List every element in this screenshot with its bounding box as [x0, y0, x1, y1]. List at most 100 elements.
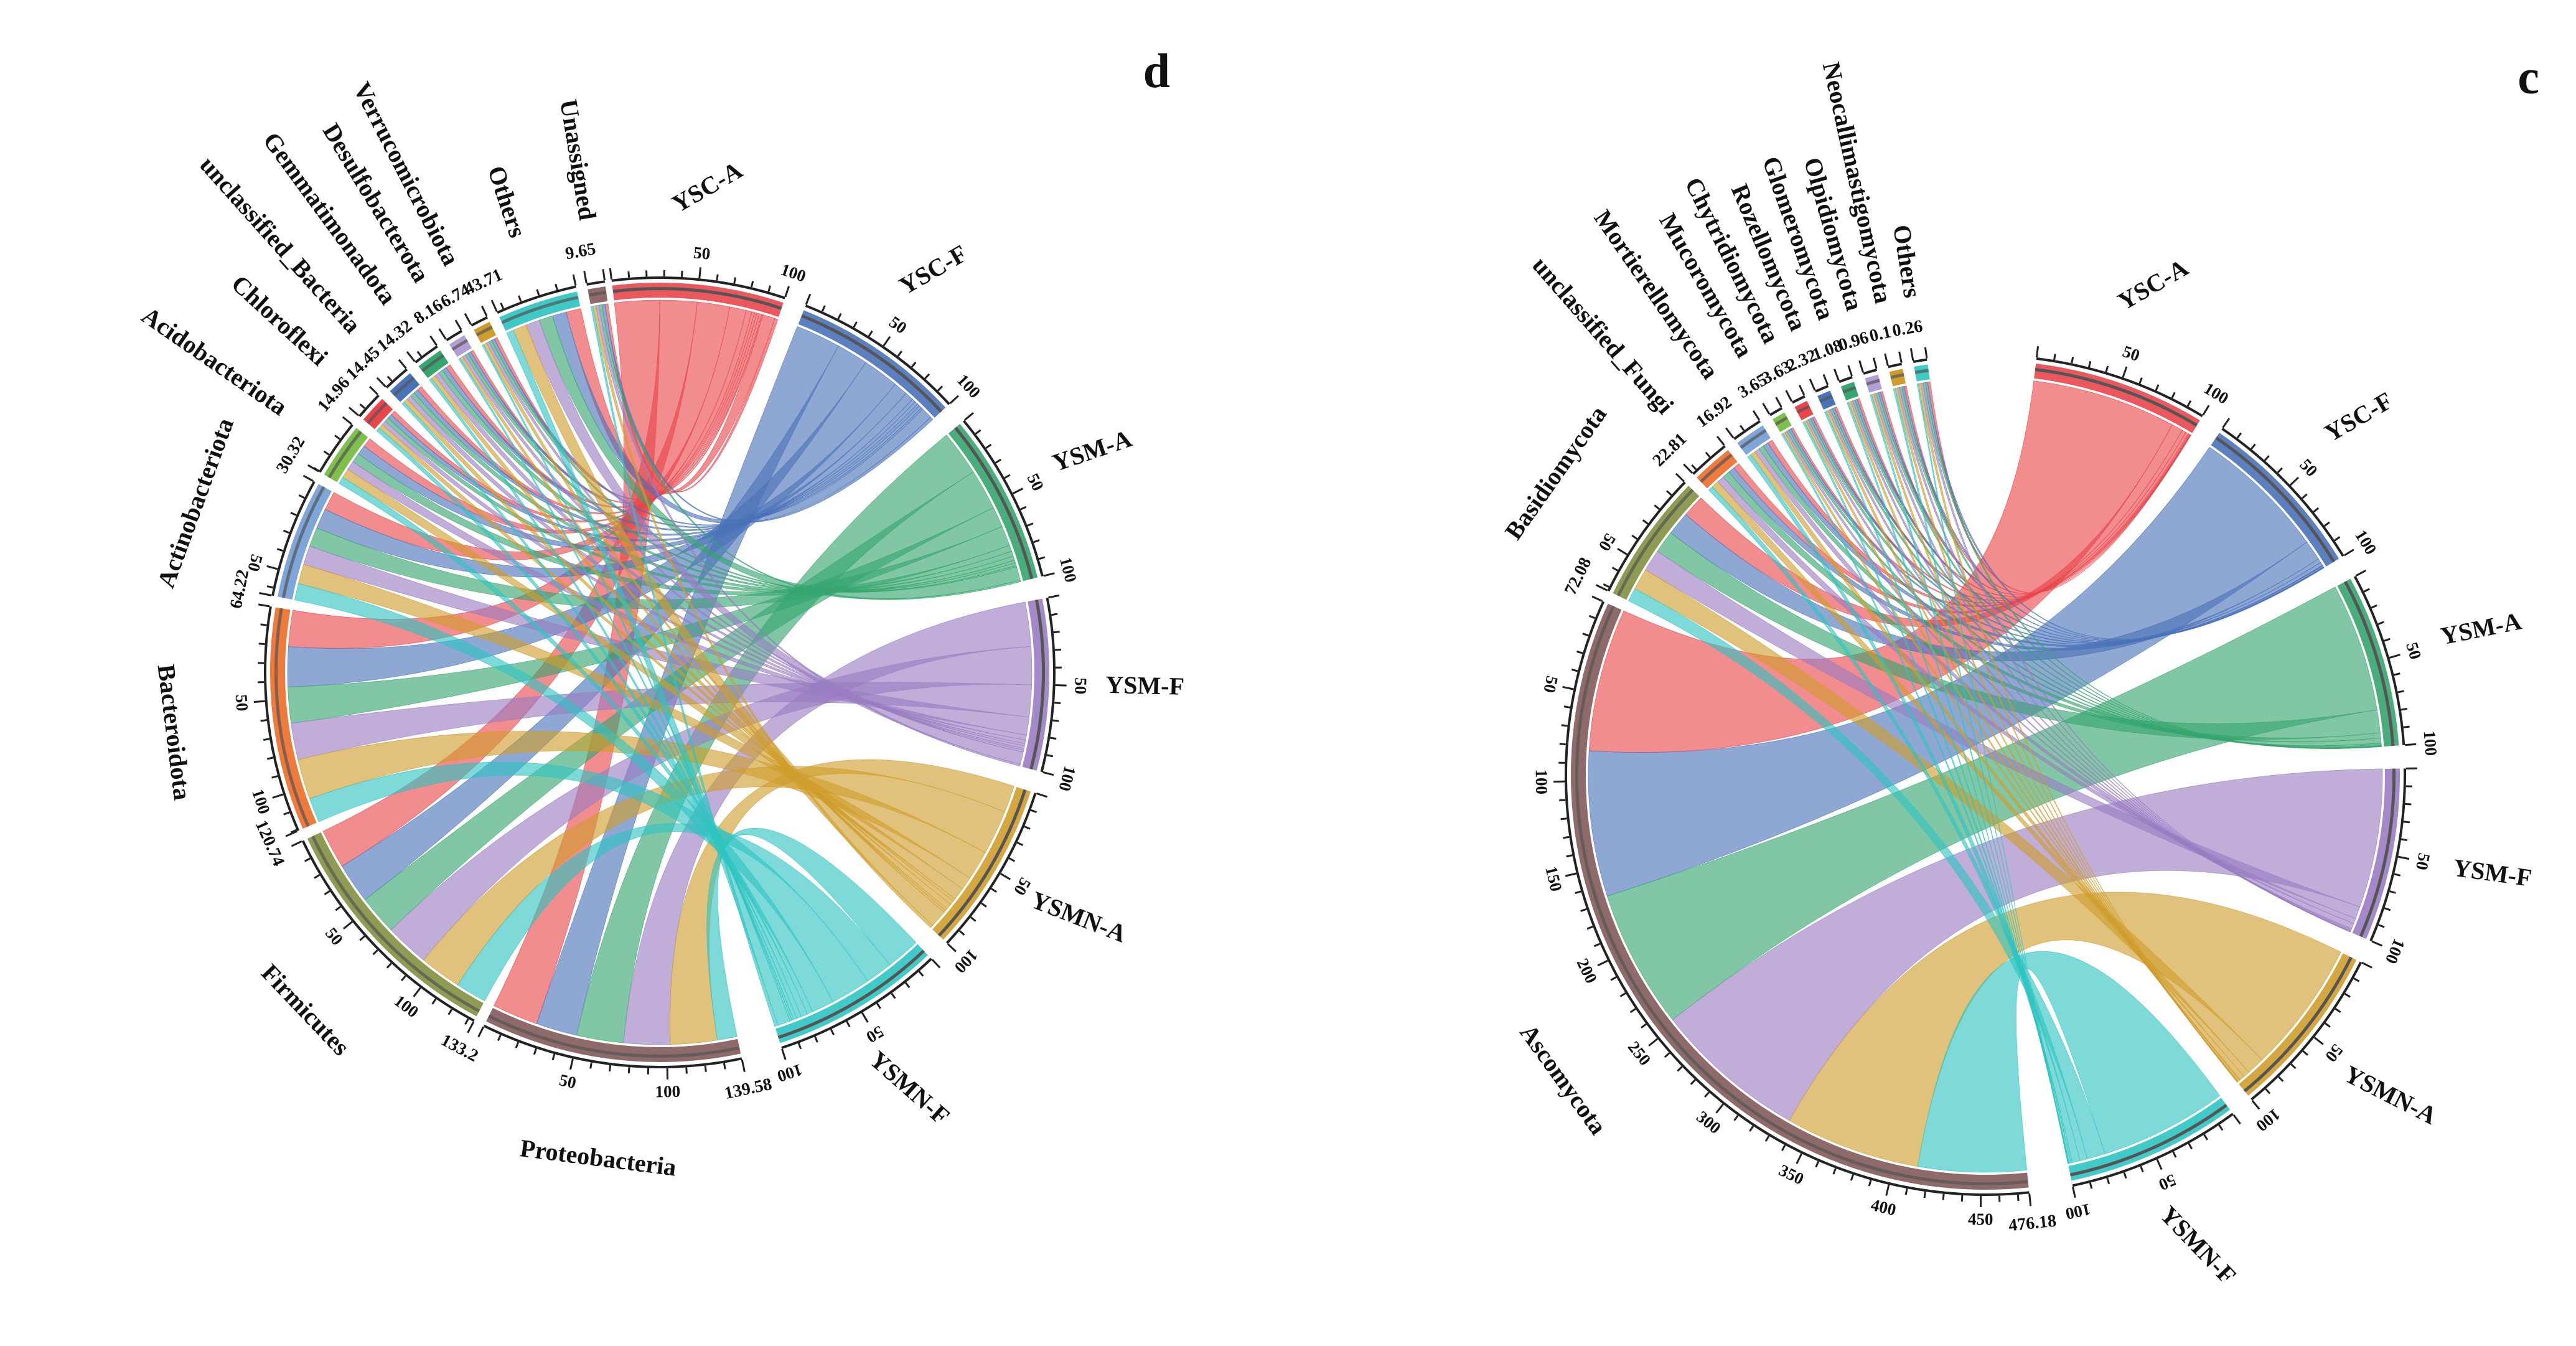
group-tick [1587, 926, 1593, 929]
sample-tick [1055, 649, 1061, 650]
group-end-tick [467, 1022, 473, 1033]
group-axis-unassigned [586, 280, 605, 286]
sample-tick [919, 971, 924, 976]
group-end-tick [742, 1060, 744, 1072]
group-total-label: 120.74 [251, 817, 288, 869]
sample-tick [1021, 507, 1026, 509]
sample-tick [2345, 994, 2351, 997]
group-end-tick [1684, 464, 1692, 473]
sample-tick [884, 337, 890, 346]
sample-tick [782, 1049, 786, 1060]
group-label-others: Others [482, 162, 532, 241]
sample-tick [2371, 605, 2377, 608]
group-tick [335, 906, 340, 910]
sample-label-ysm-a: YSM-A [2438, 606, 2524, 650]
sample-tick [2302, 494, 2307, 499]
sample-tick [2157, 1159, 2161, 1169]
sample-tick [960, 931, 965, 935]
group-tick [519, 296, 522, 301]
group-total-label: 64.22 [227, 568, 253, 610]
sample-tick [799, 1043, 801, 1049]
sample-tick [1056, 685, 1067, 686]
sample-tick-label: 100 [1055, 764, 1079, 793]
sample-tick [2203, 405, 2209, 415]
sample-tick [2252, 1101, 2259, 1109]
sample-tick [806, 294, 810, 304]
sample-tick [1013, 489, 1023, 494]
group-tick [1782, 1145, 1785, 1151]
sample-tick-label: 100 [2201, 379, 2232, 408]
panel-letter: d [1143, 44, 1170, 98]
group-tick [1649, 1039, 1657, 1046]
group-tick [1643, 520, 1648, 524]
sample-tick [2291, 1064, 2295, 1068]
sample-tick [2106, 366, 2108, 372]
group-tick [501, 303, 503, 309]
group-end-tick [492, 300, 497, 311]
group-tick [516, 1042, 518, 1048]
sample-tick-label: 50 [2402, 640, 2425, 661]
group-tick [430, 336, 436, 346]
group-tick [283, 530, 289, 533]
sample-tick-label: 50 [1071, 677, 1090, 695]
sample-tick [906, 982, 909, 987]
sample-tick [2124, 1172, 2126, 1178]
group-tick [1886, 1185, 1889, 1196]
group-tick [705, 1066, 706, 1072]
sample-label-ysm-f: YSM-F [2452, 854, 2534, 892]
sample-tick [734, 278, 736, 284]
group-tick [556, 284, 558, 290]
sample-tick [769, 286, 770, 292]
group-tick [1906, 1188, 1907, 1195]
group-tick-label: 50 [1540, 674, 1562, 695]
sample-tick [2364, 589, 2369, 591]
sample-label-ysc-a: YSC-A [667, 156, 747, 218]
group-tick [273, 794, 283, 798]
group-tick [370, 387, 378, 395]
group-tick [1776, 397, 1782, 407]
group-tick [401, 976, 405, 981]
group-tick [1564, 707, 1570, 708]
group-tick [387, 963, 391, 967]
fungi-chord-panel: c50100YSC-A50100YSC-F50100YSM-A50100YSM-… [1499, 50, 2539, 1289]
sample-tick-label: 100 [2064, 1200, 2092, 1223]
sample-tick [1050, 738, 1056, 739]
sample-tick [2372, 941, 2382, 946]
group-tick [482, 306, 487, 316]
group-axis-rozellomycota [1815, 385, 1829, 392]
group-total-label: 0.26 [1891, 316, 1924, 341]
sample-tick [938, 386, 942, 390]
group-tick [292, 841, 302, 846]
group-tick [591, 1062, 592, 1068]
group-tick [261, 624, 267, 625]
group-tick [1717, 436, 1724, 445]
group-tick [1851, 1175, 1853, 1180]
group-tick [414, 988, 421, 997]
sample-tick [2401, 839, 2407, 840]
sample-tick [1052, 720, 1059, 721]
group-tick [324, 891, 329, 895]
group-tick [277, 549, 283, 551]
group-tick [1567, 855, 1573, 857]
sample-tick [2384, 639, 2390, 641]
sample-tick [2089, 361, 2090, 367]
group-end-tick [1860, 360, 1863, 372]
group-tick [1834, 1169, 1836, 1174]
sample-tick-label: 50 [2412, 852, 2434, 872]
sample-tick [948, 944, 956, 951]
group-tick [449, 1009, 452, 1015]
group-tick [388, 376, 392, 380]
group-tick [1766, 1136, 1769, 1142]
group-tick [343, 417, 352, 424]
group-tick [1692, 465, 1696, 469]
sample-tick-label: 50 [2321, 1041, 2346, 1066]
sample-tick [1044, 573, 1054, 576]
sample-tick [2072, 357, 2073, 364]
sample-tick [822, 306, 825, 311]
sample-label-ysmn-a: YSMN-A [2340, 1060, 2442, 1130]
group-tick [1575, 892, 1581, 893]
sample-tick-label: 100 [2382, 936, 2409, 967]
sample-tick [2354, 979, 2359, 982]
